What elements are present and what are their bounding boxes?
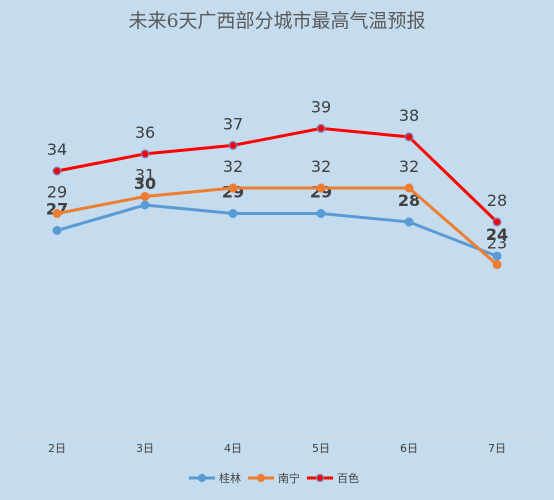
legend-swatch-marker-3 (315, 473, 325, 483)
data-point-s3-3 (228, 140, 238, 150)
x-axis-ticks: 2日 3日 4日 5日 6日 7日 (48, 442, 506, 455)
data-label-s3-5: 38 (399, 106, 419, 125)
data-point-s1-3 (228, 208, 238, 218)
data-label-s3-1: 34 (47, 140, 67, 159)
chart-title: 未来6天广西部分城市最高气温预报 (128, 10, 425, 32)
data-label-s2-4: 32 (311, 157, 331, 176)
data-label-s2-3: 32 (223, 157, 243, 176)
legend-label-2: 南宁 (278, 471, 300, 485)
data-point-s3-5 (404, 132, 414, 142)
data-label-s1-5: 28 (398, 191, 420, 210)
data-label-s1-6: 24 (486, 225, 508, 244)
series-line-3 (55, 126, 499, 224)
legend[interactable]: 桂林 南宁 百色 (189, 471, 359, 485)
legend-label-1: 桂林 (219, 471, 241, 485)
data-point-s1-6 (492, 251, 502, 261)
data-point-s2-5 (404, 183, 414, 193)
x-tick-label-3: 4日 (224, 442, 242, 455)
legend-item-3[interactable]: 百色 (307, 471, 359, 485)
data-label-s3-3: 37 (223, 114, 243, 133)
series-line-2 (55, 186, 499, 267)
x-tick-label-5: 6日 (400, 442, 418, 455)
series-3: 34 36 37 39 38 28 (47, 97, 507, 227)
data-point-s2-1 (52, 208, 62, 218)
x-tick-label-4: 5日 (312, 442, 330, 455)
data-label-s2-6: 23 (487, 234, 507, 253)
data-label-s2-5: 32 (399, 157, 419, 176)
data-label-s3-4: 39 (311, 97, 331, 116)
legend-item-1[interactable]: 桂林 (189, 471, 241, 485)
legend-label-3: 百色 (337, 471, 359, 485)
data-point-s3-4 (316, 123, 326, 133)
data-point-s2-3 (228, 183, 238, 193)
data-point-s3-1 (52, 166, 62, 176)
legend-swatch-marker-1 (197, 473, 207, 483)
data-label-s3-6: 28 (487, 191, 507, 210)
data-label-s2-2: 31 (135, 166, 155, 185)
series-1: 273029292824 (46, 174, 508, 261)
series-line-1 (55, 203, 499, 258)
data-point-s2-6 (492, 260, 502, 270)
x-tick-label-2: 3日 (136, 442, 154, 455)
data-label-s2-1: 29 (47, 183, 67, 202)
data-point-s2-4 (316, 183, 326, 193)
series-layer: 273029292824293132323223343637393828 (46, 97, 508, 270)
data-label-s1-2: 30 (134, 174, 156, 193)
data-point-s1-4 (316, 208, 326, 218)
data-point-s1-2 (140, 200, 150, 210)
x-tick-label-6: 7日 (488, 442, 506, 455)
legend-item-2[interactable]: 南宁 (248, 471, 300, 485)
data-point-s3-6 (492, 217, 502, 227)
x-tick-label-1: 2日 (48, 442, 66, 455)
data-point-s1-1 (52, 225, 62, 235)
data-label-s3-2: 36 (135, 123, 155, 142)
legend-swatch-marker-2 (256, 473, 266, 483)
data-point-s1-5 (404, 217, 414, 227)
data-point-s2-2 (140, 191, 150, 201)
data-point-s3-2 (140, 149, 150, 159)
series-2: 29 31 32 32 32 23 (47, 157, 507, 270)
